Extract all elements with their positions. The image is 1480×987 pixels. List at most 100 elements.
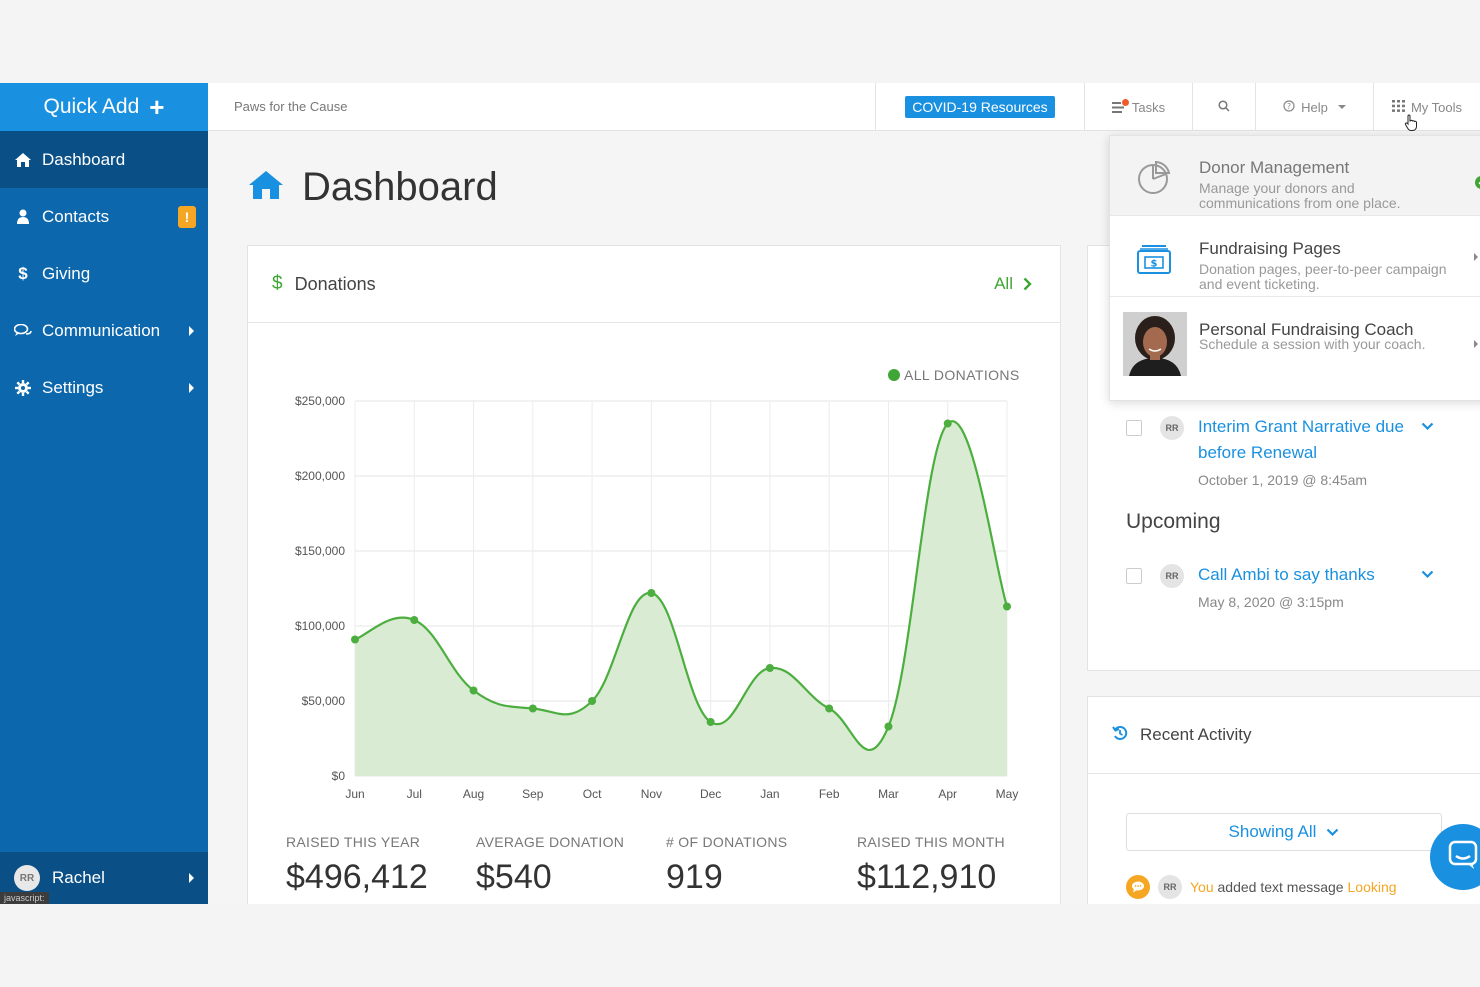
data-point [943, 419, 952, 428]
y-axis: $0 $50,000 $100,000 $150,000 $200,000 $250,00… [295, 394, 345, 783]
x-axis: Jun Jul Aug Sep Oct Nov Dec Jan Feb Mar Apr May [345, 787, 1018, 801]
chevron-down-icon[interactable] [1421, 566, 1434, 584]
data-point [528, 704, 537, 713]
stat-value: $112,910 [857, 858, 997, 896]
my-tools-label: My Tools [1410, 99, 1463, 115]
activity-link[interactable]: Looking [1347, 879, 1397, 895]
stat-raised-this-month: RAISED THIS MONTH $112,910 [857, 834, 1005, 897]
chat-icon [1448, 840, 1478, 875]
donation-stats: RAISED THIS YEAR $496,412 AVERAGE DONATI… [286, 834, 1046, 904]
chevron-down-icon[interactable] [1421, 418, 1434, 436]
chevron-right-icon [1023, 277, 1032, 291]
sidebar-item-contacts[interactable]: Contacts ! [0, 188, 208, 245]
menu-item-description: Manage your donors and communications fr… [1199, 180, 1401, 211]
donations-card: $ Donations All $0 $50,000 $100,000 $150,00… [247, 245, 1061, 904]
quick-add-button[interactable]: Quick Add + [0, 83, 208, 131]
help-button[interactable]: ? Help [1255, 83, 1373, 131]
alert-badge: ! [178, 205, 196, 228]
search-icon [1218, 99, 1230, 115]
all-link-label: All [994, 274, 1013, 293]
legend-label: ALL DONATIONS [904, 367, 1020, 383]
x-tick-label: Jun [345, 787, 364, 801]
data-point [825, 704, 834, 713]
sidebar-item-giving[interactable]: $ Giving [0, 245, 208, 302]
sidebar-item-settings[interactable]: Settings [0, 359, 208, 416]
covid-resources-cell: COVID-19 Resources [875, 83, 1084, 131]
menu-item-title: Personal Fundraising Coach [1199, 320, 1414, 339]
activity-text: You added text message Looking [1190, 879, 1397, 895]
task-checkbox[interactable] [1126, 568, 1142, 584]
data-point [765, 664, 774, 672]
menu-item-title: Fundraising Pages [1199, 239, 1341, 258]
sidebar-item-communication[interactable]: Communication [0, 302, 208, 359]
stat-label: RAISED THIS MONTH [857, 834, 1005, 850]
search-button[interactable] [1192, 83, 1255, 131]
task-title-link[interactable]: Interim Grant Narrative due before Renew… [1198, 417, 1404, 462]
home-icon [14, 152, 32, 167]
data-point [1003, 602, 1011, 611]
sidebar-item-label: Dashboard [42, 149, 126, 169]
area-fill [355, 421, 1007, 776]
status-bar-tooltip: javascript: [0, 892, 49, 904]
stat-raised-this-year: RAISED THIS YEAR $496,412 [286, 834, 428, 897]
sidebar-item-label: Giving [42, 263, 91, 283]
chevron-right-icon [189, 325, 194, 336]
sidebar-item-label: Settings [42, 377, 104, 397]
sidebar-item-label: Communication [42, 320, 161, 340]
all-donations-link[interactable]: All [994, 274, 1032, 294]
data-point [706, 718, 715, 726]
text-message-icon [1126, 875, 1150, 899]
gear-icon [14, 379, 32, 396]
help-icon: ? [1283, 99, 1295, 115]
menu-item-description: Schedule a session with your coach. [1199, 336, 1426, 352]
menu-item-donor-management[interactable]: Donor Management Manage your donors and … [1110, 136, 1480, 216]
menu-item-description: Donation pages, peer-to-peer campaign an… [1199, 261, 1447, 292]
x-tick-label: Aug [463, 787, 484, 801]
stat-value: $540 [476, 858, 552, 896]
task-date: May 8, 2020 @ 3:15pm [1198, 594, 1344, 610]
menu-item-fundraising-pages[interactable]: $ Fundraising Pages Donation pages, peer… [1110, 217, 1480, 297]
y-tick-label: $200,000 [295, 469, 345, 483]
user-name: Rachel [52, 868, 105, 887]
menu-item-personal-fundraising-coach[interactable]: Personal Fundraising Coach Schedule a se… [1110, 298, 1480, 378]
user-icon [14, 209, 32, 224]
sidebar: Quick Add + Dashboard Contacts ! $ Givin… [0, 83, 208, 904]
data-point [647, 589, 656, 597]
dollar-icon: $ [18, 263, 28, 283]
data-point [884, 722, 893, 731]
sidebar-item-dashboard[interactable]: Dashboard [0, 131, 208, 188]
home-icon [248, 170, 284, 205]
data-point [469, 686, 478, 695]
stat-average-donation: AVERAGE DONATION $540 [476, 834, 624, 897]
quick-add-label: Quick Add [43, 95, 140, 118]
covid-resources-button[interactable]: COVID-19 Resources [905, 96, 1055, 118]
tasks-button[interactable]: Tasks [1084, 83, 1192, 131]
y-tick-label: $250,000 [295, 394, 345, 408]
my-tools-button[interactable]: My Tools [1373, 83, 1480, 131]
y-tick-label: $150,000 [295, 544, 345, 558]
activity-description: added text message [1217, 879, 1344, 895]
task-title-link[interactable]: Call Ambi to say thanks [1198, 565, 1375, 584]
avatar: RR [14, 865, 40, 891]
pie-chart-icon [1134, 158, 1174, 198]
donations-card-header: $ Donations All [248, 246, 1060, 323]
actor-link[interactable]: You [1190, 879, 1214, 895]
donations-chart: $0 $50,000 $100,000 $150,000 $200,000 $250,00… [295, 367, 1020, 801]
help-label: Help [1301, 99, 1328, 115]
task-date: October 1, 2019 @ 8:45am [1198, 472, 1368, 488]
donations-title: Donations [294, 273, 376, 294]
dollar-icon: $ [272, 273, 283, 294]
data-point [410, 616, 419, 624]
x-tick-label: May [996, 787, 1019, 801]
x-tick-label: Dec [700, 787, 721, 801]
grid-icon [1391, 99, 1405, 115]
donation-page-icon: $ [1134, 239, 1174, 279]
chat-launcher-button[interactable] [1430, 824, 1480, 890]
stat-value: 919 [666, 858, 723, 896]
page-header: Dashboard [248, 165, 498, 210]
recent-activity-card: Recent Activity Showing All RR You added… [1087, 696, 1480, 904]
user-menu[interactable]: RR Rachel javascript: [0, 852, 208, 904]
task-checkbox[interactable] [1126, 420, 1142, 436]
activity-filter-dropdown[interactable]: Showing All [1126, 813, 1442, 851]
history-icon [1112, 725, 1128, 746]
